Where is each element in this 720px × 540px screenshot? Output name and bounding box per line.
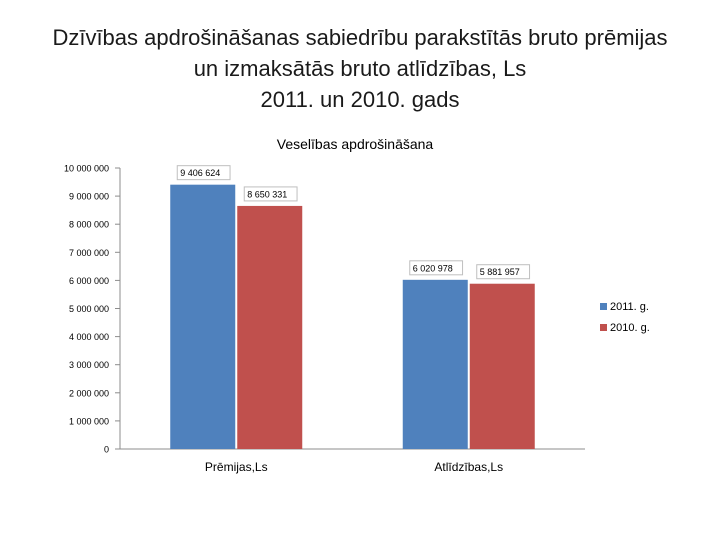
slide-title-line-1: Dzīvības apdrošināšanas sabiedrību parak… [52, 25, 668, 50]
data-label: 8 650 331 [247, 189, 287, 199]
slide-title-line-2: un izmaksātās bruto atlīdzības, Ls [193, 56, 527, 81]
data-label: 6 020 978 [413, 263, 453, 273]
slide-title-line-3: 2011. un 2010. gads [260, 87, 460, 112]
bar [402, 279, 468, 449]
data-label-box [243, 186, 298, 202]
y-tick-label: 10 000 000 [64, 164, 109, 174]
y-tick-label: 2 000 000 [69, 388, 109, 398]
chart-title: Veselības apdrošināšana [277, 136, 434, 152]
legend-label: 2010. g. [610, 322, 650, 334]
y-tick-label: 0 [104, 445, 109, 455]
bar [170, 184, 236, 449]
legend-swatch [600, 324, 607, 331]
y-tick-label: 4 000 000 [69, 332, 109, 342]
x-category-label: Atlīdzības,Ls [434, 460, 503, 474]
legend-swatch [600, 303, 607, 310]
y-tick-label: 5 000 000 [69, 304, 109, 314]
y-tick-label: 3 000 000 [69, 360, 109, 370]
legend-label: 2011. g. [610, 301, 649, 313]
data-label: 5 881 957 [480, 267, 520, 277]
data-label-box [176, 165, 231, 181]
x-category-label: Prēmijas,Ls [205, 460, 268, 474]
y-tick-label: 9 000 000 [69, 192, 109, 202]
bar [237, 205, 303, 449]
data-label: 9 406 624 [180, 168, 220, 178]
y-tick-label: 7 000 000 [69, 248, 109, 258]
data-label-box [409, 260, 464, 276]
y-tick-label: 8 000 000 [69, 220, 109, 230]
bar [469, 283, 535, 449]
y-tick-label: 1 000 000 [69, 416, 109, 426]
y-tick-label: 6 000 000 [69, 276, 109, 286]
slide-title: Dzīvības apdrošināšanas sabiedrību parak… [0, 22, 720, 115]
data-label-box [476, 264, 531, 280]
